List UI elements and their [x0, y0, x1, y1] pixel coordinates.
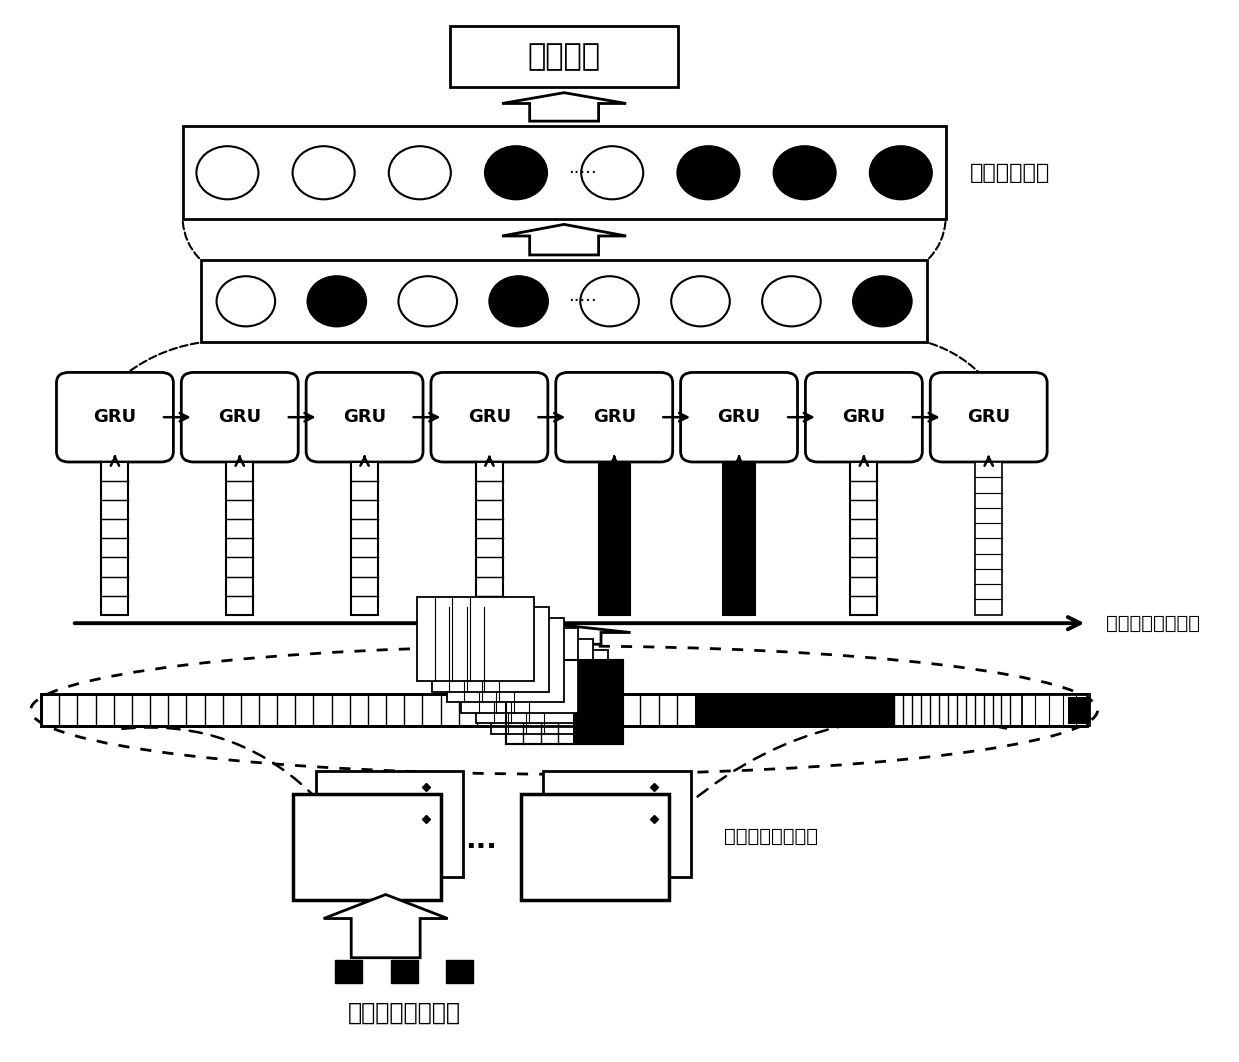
- Circle shape: [678, 147, 740, 200]
- Text: 时序特征记忆模块: 时序特征记忆模块: [1105, 614, 1199, 633]
- Bar: [476, 462, 503, 615]
- Bar: [574, 661, 622, 744]
- Bar: [418, 597, 534, 681]
- Polygon shape: [502, 92, 626, 121]
- Circle shape: [217, 276, 275, 326]
- Bar: [450, 27, 678, 87]
- Bar: [201, 260, 927, 342]
- FancyBboxPatch shape: [930, 373, 1047, 462]
- Circle shape: [854, 276, 912, 326]
- Text: GRU: GRU: [717, 408, 761, 426]
- Text: 压缩采样后的数据: 压缩采样后的数据: [348, 1001, 461, 1025]
- Bar: [695, 695, 893, 726]
- Bar: [598, 462, 629, 615]
- Text: ·····: ·····: [569, 292, 597, 310]
- Bar: [461, 629, 579, 713]
- Bar: [446, 960, 473, 983]
- Text: GRU: GRU: [468, 408, 510, 426]
- Bar: [543, 771, 691, 876]
- Text: ·····: ·····: [569, 164, 597, 182]
- Bar: [491, 650, 608, 734]
- Bar: [506, 661, 622, 744]
- Bar: [506, 661, 622, 744]
- Polygon shape: [323, 894, 447, 958]
- Circle shape: [580, 276, 639, 326]
- Bar: [1068, 697, 1089, 723]
- Bar: [316, 771, 463, 876]
- Circle shape: [773, 147, 835, 200]
- Bar: [432, 607, 549, 691]
- Bar: [390, 960, 418, 983]
- FancyBboxPatch shape: [57, 373, 173, 462]
- Bar: [850, 462, 877, 615]
- Text: 局部特征提取模块: 局部特征提取模块: [724, 827, 818, 846]
- Circle shape: [399, 276, 457, 326]
- Circle shape: [489, 276, 548, 326]
- Text: 分类结果: 分类结果: [528, 42, 601, 71]
- FancyBboxPatch shape: [431, 373, 548, 462]
- Bar: [182, 126, 945, 219]
- FancyBboxPatch shape: [805, 373, 922, 462]
- Bar: [724, 462, 755, 615]
- Circle shape: [484, 147, 548, 200]
- FancyBboxPatch shape: [680, 373, 798, 462]
- Bar: [336, 960, 362, 983]
- Text: GRU: GRU: [843, 408, 886, 426]
- FancyBboxPatch shape: [306, 373, 422, 462]
- Text: GRU: GRU: [93, 408, 136, 426]
- Text: GRU: GRU: [968, 408, 1010, 426]
- Bar: [1022, 695, 1089, 726]
- Text: GRU: GRU: [343, 408, 387, 426]
- Polygon shape: [502, 224, 626, 255]
- Bar: [41, 695, 1087, 726]
- Text: GRU: GRU: [592, 408, 636, 426]
- Text: ···: ···: [465, 833, 497, 861]
- Polygon shape: [498, 626, 631, 645]
- Bar: [351, 462, 378, 615]
- Circle shape: [581, 147, 643, 200]
- Bar: [294, 794, 441, 900]
- Circle shape: [870, 147, 932, 200]
- Text: 平滑分布模块: 平滑分布模块: [970, 162, 1051, 183]
- Circle shape: [292, 147, 354, 200]
- Bar: [476, 639, 593, 723]
- FancyBboxPatch shape: [181, 373, 299, 462]
- Bar: [41, 695, 1087, 726]
- Bar: [446, 618, 564, 702]
- Circle shape: [762, 276, 820, 326]
- Bar: [102, 462, 129, 615]
- Bar: [227, 462, 253, 615]
- Circle shape: [307, 276, 366, 326]
- Circle shape: [389, 147, 451, 200]
- Circle shape: [672, 276, 730, 326]
- Bar: [522, 794, 669, 900]
- Bar: [975, 462, 1002, 615]
- Text: GRU: GRU: [218, 408, 261, 426]
- FancyBboxPatch shape: [556, 373, 673, 462]
- Circle shape: [197, 147, 259, 200]
